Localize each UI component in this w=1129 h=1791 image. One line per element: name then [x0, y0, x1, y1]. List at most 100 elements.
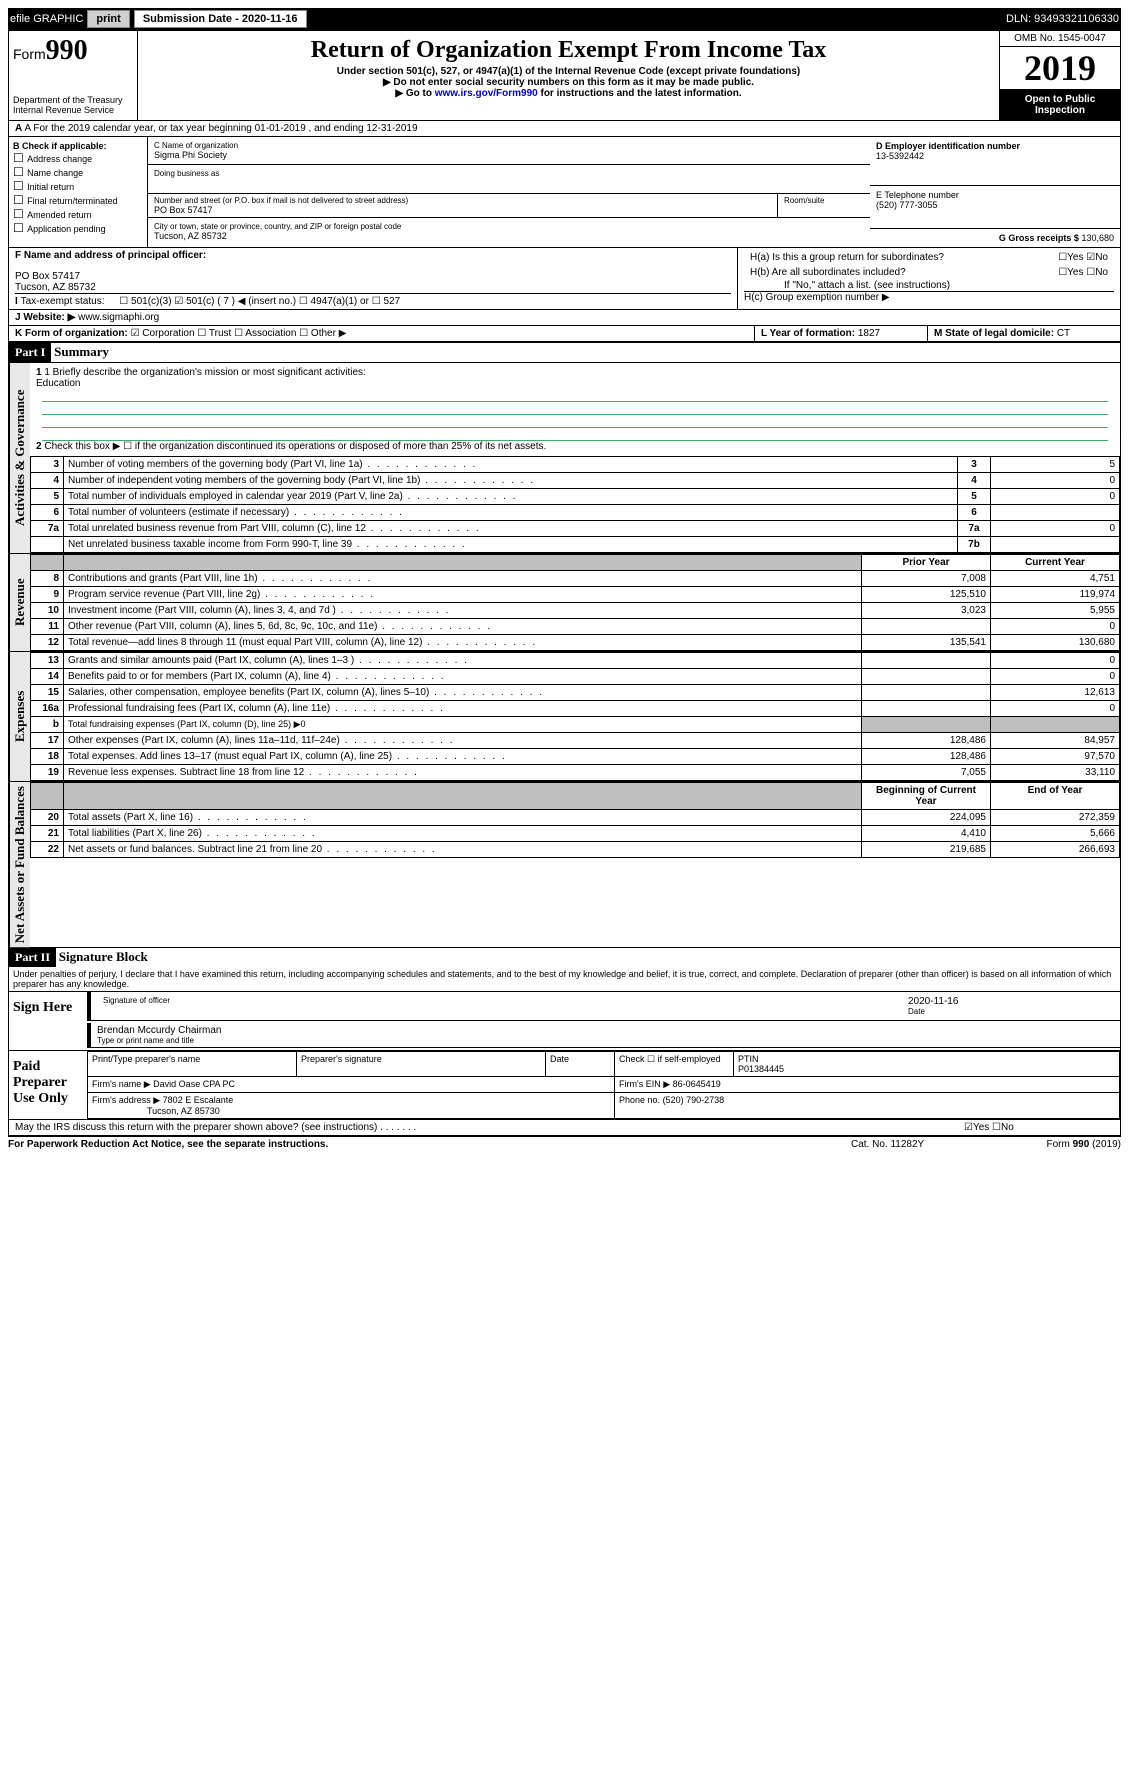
table-row: 15Salaries, other compensation, employee…: [31, 685, 1120, 701]
ein: 13-5392442: [876, 151, 1114, 161]
topbar: efile GRAPHIC print Submission Date - 20…: [8, 8, 1121, 30]
table-row: 5Total number of individuals employed in…: [31, 489, 1120, 505]
box-j-label: J Website: ▶: [15, 312, 75, 323]
prep-h1: Print/Type preparer's name: [88, 1052, 297, 1077]
check-address-change[interactable]: Address change: [13, 151, 143, 165]
sig-date: 2020-11-16: [908, 996, 1108, 1007]
firm-phone: (520) 790-2738: [663, 1095, 725, 1105]
table-row: 12Total revenue—add lines 8 through 11 (…: [31, 635, 1120, 651]
q2: 2 Check this box ▶ ☐ if the organization…: [36, 441, 1114, 452]
ptin: P01384445: [738, 1064, 784, 1074]
officer-addr1: PO Box 57417: [15, 271, 731, 282]
check-final-return[interactable]: Final return/terminated: [13, 193, 143, 207]
row-a: A A For the 2019 calendar year, or tax y…: [9, 121, 1120, 137]
table-header-row: Beginning of Current YearEnd of Year: [31, 783, 1120, 810]
print-button[interactable]: print: [87, 10, 129, 28]
check-name-change[interactable]: Name change: [13, 165, 143, 179]
irs-link[interactable]: www.irs.gov/Form990: [435, 88, 538, 99]
table-row: Net unrelated business taxable income fr…: [31, 537, 1120, 553]
prep-h3: Date: [546, 1052, 615, 1077]
paid-preparer-label: Paid Preparer Use Only: [9, 1051, 87, 1119]
box-m-label: M State of legal domicile:: [934, 328, 1054, 339]
open-public: Open to Public Inspection: [1000, 90, 1120, 120]
submission-date: Submission Date - 2020-11-16: [134, 10, 307, 28]
discuss-yn[interactable]: ☑Yes ☐No: [958, 1120, 1120, 1135]
sign-here-label: Sign Here: [9, 992, 87, 1050]
table-row: 18Total expenses. Add lines 13–17 (must …: [31, 749, 1120, 765]
page-footer: For Paperwork Reduction Act Notice, see …: [8, 1136, 1121, 1152]
firm-addr-label: Firm's address ▶: [92, 1095, 160, 1105]
table-row: bTotal fundraising expenses (Part IX, co…: [31, 717, 1120, 733]
hb-note: If "No," attach a list. (see instruction…: [744, 280, 1114, 291]
table-row: 21Total liabilities (Part X, line 26)4,4…: [31, 826, 1120, 842]
org-form-opts[interactable]: ☑ Corporation ☐ Trust ☐ Association ☐ Ot…: [131, 328, 347, 339]
entity-block: B Check if applicable: Address change Na…: [9, 137, 1120, 248]
table-row: 6Total number of volunteers (estimate if…: [31, 505, 1120, 521]
table-row: 10Investment income (Part VIII, column (…: [31, 603, 1120, 619]
prep-h4[interactable]: Check ☐ if self-employed: [615, 1052, 734, 1077]
check-amended[interactable]: Amended return: [13, 207, 143, 221]
table-row: 16aProfessional fundraising fees (Part I…: [31, 701, 1120, 717]
telephone: (520) 777-3055: [876, 200, 1114, 210]
domicile-state: CT: [1057, 328, 1070, 339]
form-label: Form990: [13, 46, 88, 62]
sig-name: Brendan Mccurdy Chairman: [97, 1025, 1114, 1036]
tax-exempt-opts[interactable]: ☐ 501(c)(3) ☑ 501(c) ( 7 ) ◀ (insert no.…: [119, 296, 400, 307]
table-row: 13Grants and similar amounts paid (Part …: [31, 653, 1120, 669]
part1-title: Summary: [54, 344, 109, 359]
subtitle-2: Do not enter social security numbers on …: [142, 77, 995, 88]
check-initial-return[interactable]: Initial return: [13, 179, 143, 193]
part1-hd: Part I: [9, 343, 51, 362]
table-row: 7aTotal unrelated business revenue from …: [31, 521, 1120, 537]
box-e-label: E Telephone number: [876, 190, 1114, 200]
prep-h2: Preparer's signature: [297, 1052, 546, 1077]
table-row: 3Number of voting members of the governi…: [31, 457, 1120, 473]
ha-label: H(a) Is this a group return for subordin…: [744, 250, 1052, 265]
ein-label: Firm's EIN ▶: [619, 1079, 670, 1089]
ha-yn[interactable]: ☐Yes ☑No: [1052, 250, 1114, 265]
table-row: 20Total assets (Part X, line 16)224,0952…: [31, 810, 1120, 826]
website: www.sigmaphi.org: [78, 312, 159, 323]
firm-addr2: Tucson, AZ 85730: [147, 1106, 220, 1116]
hb-yn[interactable]: ☐Yes ☐No: [1052, 265, 1114, 280]
footer-left: For Paperwork Reduction Act Notice, see …: [8, 1139, 851, 1150]
box-b-intro: B Check if applicable:: [13, 141, 143, 151]
city-state-zip: Tucson, AZ 85732: [154, 231, 864, 241]
firm-label: Firm's name ▶: [92, 1079, 151, 1089]
form-title: Return of Organization Exempt From Incom…: [142, 37, 995, 64]
revenue-table: Prior YearCurrent Year8Contributions and…: [30, 554, 1120, 651]
firm-ein: 86-0645419: [673, 1079, 721, 1089]
check-application-pending[interactable]: Application pending: [13, 221, 143, 235]
prep-h5: PTIN: [738, 1054, 759, 1064]
box-i-label: Tax-exempt status:: [21, 296, 105, 307]
table-row: 9Program service revenue (Part VIII, lin…: [31, 587, 1120, 603]
org-name: Sigma Phi Society: [154, 150, 864, 160]
perjury-text: Under penalties of perjury, I declare th…: [9, 967, 1120, 991]
side-net-assets: Net Assets or Fund Balances: [9, 782, 30, 947]
addr-label: Number and street (or P.O. box if mail i…: [154, 196, 771, 205]
part2-hd: Part II: [9, 948, 56, 967]
part2-title: Signature Block: [59, 949, 148, 964]
sig-date-label: Date: [908, 1007, 1108, 1016]
city-label: City or town, state or province, country…: [154, 222, 864, 231]
gross-receipts: 130,680: [1081, 233, 1114, 243]
hb-label: H(b) Are all subordinates included?: [744, 265, 1052, 280]
box-k-label: K Form of organization:: [15, 328, 128, 339]
sig-name-label: Type or print name and title: [97, 1036, 1114, 1045]
table-row: 17Other expenses (Part IX, column (A), l…: [31, 733, 1120, 749]
row-f-h: F Name and address of principal officer:…: [9, 248, 1120, 310]
footer-cat: Cat. No. 11282Y: [851, 1139, 971, 1150]
officer-addr2: Tucson, AZ 85732: [15, 282, 731, 293]
phone-label: Phone no.: [619, 1095, 660, 1105]
table-row: 22Net assets or fund balances. Subtract …: [31, 842, 1120, 858]
omb-number: OMB No. 1545-0047: [1000, 31, 1120, 47]
subtitle-3: Go to www.irs.gov/Form990 for instructio…: [142, 88, 995, 99]
box-f-label: F Name and address of principal officer:: [15, 250, 731, 261]
tax-year: 2019: [1000, 47, 1120, 90]
box-d-label: D Employer identification number: [876, 141, 1114, 151]
form-990: Form990 Department of the Treasury Inter…: [8, 30, 1121, 1136]
box-c-label: C Name of organization: [154, 141, 864, 150]
footer-right: Form 990 (2019): [971, 1139, 1121, 1150]
firm-name: David Oase CPA PC: [153, 1079, 235, 1089]
subtitle-1: Under section 501(c), 527, or 4947(a)(1)…: [142, 66, 995, 77]
